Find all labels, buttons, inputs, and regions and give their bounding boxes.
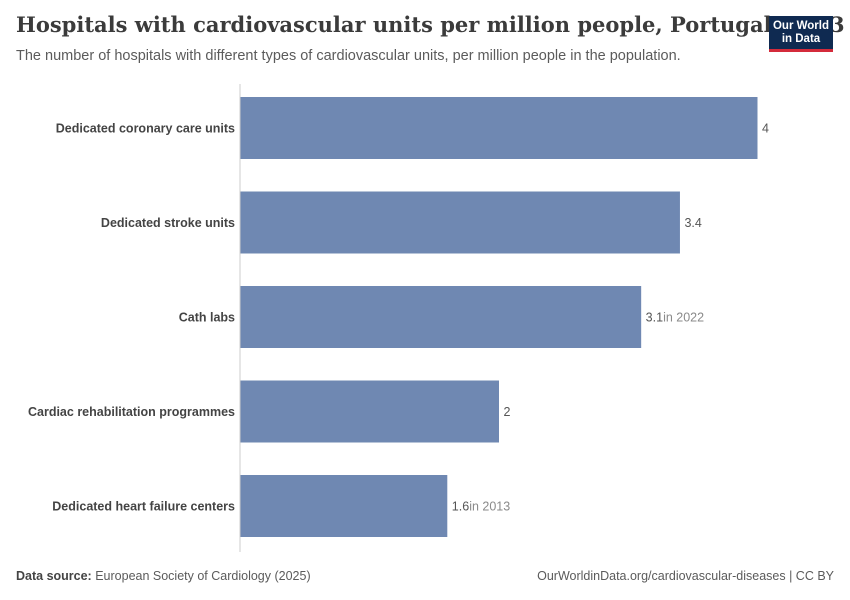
chart-subtitle: The number of hospitals with different t… — [16, 48, 681, 64]
category-label: Cardiac rehabilitation programmes — [28, 405, 235, 419]
value-label: 3.1in 2022 — [646, 311, 704, 325]
value-note: in 2013 — [469, 500, 510, 514]
data-source: Data source: European Society of Cardiol… — [16, 569, 311, 583]
owid-logo[interactable]: Our World in Data — [769, 16, 833, 52]
value-label: 4 — [762, 122, 769, 136]
logo-line-2: in Data — [781, 33, 821, 45]
chart-title: Hospitals with cardiovascular units per … — [16, 12, 845, 37]
category-label: Dedicated heart failure centers — [52, 500, 235, 514]
bar[interactable] — [240, 380, 500, 443]
value-label: 2 — [504, 405, 511, 419]
category-label: Cath labs — [179, 311, 235, 325]
value-label: 3.4 — [684, 216, 701, 230]
bar[interactable] — [240, 191, 680, 254]
data-source-label: Data source: — [16, 569, 92, 583]
data-source-text: European Society of Cardiology (2025) — [91, 569, 311, 583]
bar[interactable] — [240, 475, 448, 537]
bar[interactable] — [240, 286, 642, 348]
category-label: Dedicated stroke units — [101, 216, 235, 230]
category-label: Dedicated coronary care units — [56, 122, 235, 136]
bar[interactable] — [240, 97, 758, 159]
footer-url[interactable]: OurWorldinData.org/cardiovascular-diseas… — [537, 569, 834, 583]
value-note: in 2022 — [663, 311, 704, 325]
value-label: 1.6in 2013 — [452, 500, 510, 514]
logo-line-1: Our World — [772, 20, 829, 32]
